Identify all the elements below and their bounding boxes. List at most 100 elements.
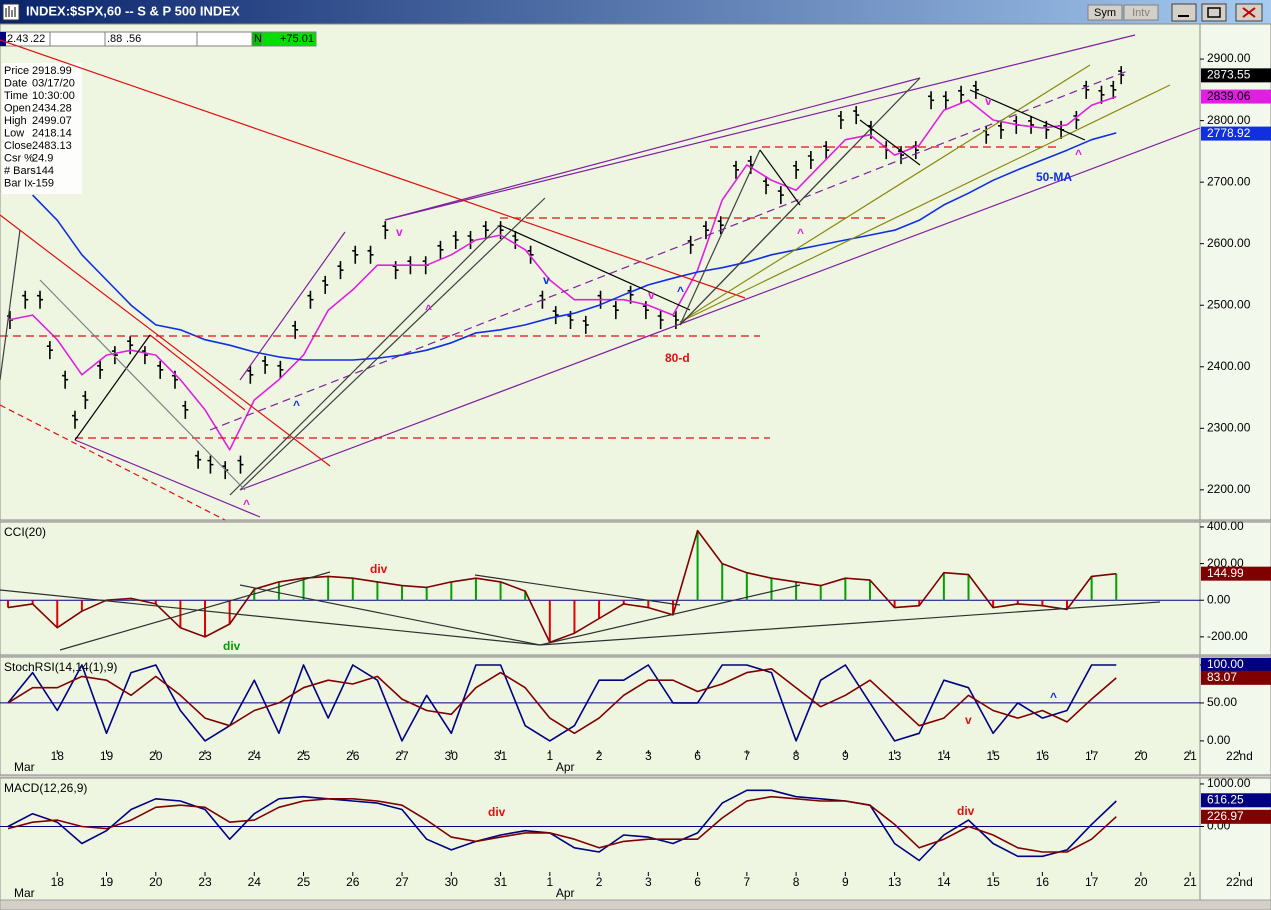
price-bar <box>527 245 534 264</box>
trend-line <box>539 584 801 646</box>
annotation: 80-d <box>665 351 690 365</box>
info-label: High <box>4 115 27 127</box>
last-value-label: 83.07 <box>1207 670 1237 684</box>
y-tick-label: 2400.00 <box>1207 359 1251 373</box>
trend-line <box>539 601 1161 646</box>
month-label: Mar <box>14 886 35 900</box>
intv-button-label[interactable]: Intv <box>1132 7 1150 19</box>
price-bar <box>1028 115 1035 134</box>
minimize-button[interactable] <box>1171 3 1197 22</box>
x-tick-label: 18 <box>51 749 65 763</box>
last-value-box <box>1201 793 1271 808</box>
intv-button[interactable] <box>1123 4 1159 21</box>
x-tick-label: 2 <box>596 875 603 889</box>
last-value-label: 144.99 <box>1207 566 1244 580</box>
x-tick-label: 20 <box>149 749 163 763</box>
annotation: v <box>965 713 972 727</box>
price-bar <box>352 245 359 264</box>
x-tick-label: 9 <box>842 875 849 889</box>
y-tick-label: 2600.00 <box>1207 236 1251 250</box>
month-label: Apr <box>556 886 575 900</box>
y-tick-label: 50.00 <box>1207 695 1237 709</box>
trend-line <box>209 69 1131 431</box>
price-bar <box>612 301 619 320</box>
x-tick-label: 20 <box>1134 875 1148 889</box>
last-value-label: 226.97 <box>1207 809 1244 823</box>
price-bar <box>71 410 78 429</box>
info-value: -144 <box>32 165 54 177</box>
x-tick-label: 20 <box>149 875 163 889</box>
series-line <box>7 789 1117 862</box>
x-tick-label: 13 <box>888 749 902 763</box>
y-tick-label: 2300.00 <box>1207 420 1251 434</box>
x-tick-label: 21 <box>1183 875 1197 889</box>
x-tick-label: 14 <box>937 749 951 763</box>
x-tick-label: 22nd <box>1226 749 1253 763</box>
last-value-label: 2839.06 <box>1207 89 1251 103</box>
price-bar <box>82 391 89 409</box>
price-bar <box>763 176 770 195</box>
series-line <box>32 132 1117 361</box>
trend-line <box>0 214 331 467</box>
sym-button[interactable] <box>1087 4 1123 21</box>
month-label: Apr <box>556 760 575 774</box>
annotation: div <box>370 562 388 576</box>
price-bar <box>482 221 489 240</box>
x-tick-label: 17 <box>1085 749 1099 763</box>
price-bar <box>292 320 299 339</box>
x-tick-label: 3 <box>645 749 652 763</box>
maximize-glyph <box>1207 7 1221 18</box>
annotation: ^ <box>243 497 250 511</box>
annotation: ^ <box>1050 690 1057 704</box>
price-trendlines <box>0 34 1201 521</box>
series-line <box>7 668 1117 735</box>
trend-line <box>859 119 921 166</box>
price-bar <box>337 261 344 280</box>
x-tick-label: 16 <box>1036 875 1050 889</box>
trend-line <box>679 149 761 326</box>
x-tick-label: 17 <box>1085 875 1099 889</box>
last-value-box <box>1201 89 1271 104</box>
month-label: Mar <box>14 760 35 774</box>
y-tick-label: 2900.00 <box>1207 51 1251 65</box>
last-value-box <box>1201 657 1271 672</box>
trend-line <box>239 231 346 381</box>
info-value: 2918.99 <box>32 65 72 77</box>
info-value: 2434.28 <box>32 102 72 114</box>
x-tick-label: 7 <box>743 875 750 889</box>
info-value: 2483.13 <box>32 140 72 152</box>
price-bar <box>182 400 189 419</box>
price-bar <box>823 141 830 160</box>
last-value-label: 100.00 <box>1207 657 1244 671</box>
x-tick-label: 3 <box>645 875 652 889</box>
info-label: Csr % <box>4 152 34 164</box>
info-label: Time <box>4 90 28 102</box>
series-line <box>7 795 1117 853</box>
info-background <box>2 63 82 194</box>
trend-line <box>59 571 331 651</box>
price-bar <box>512 231 519 249</box>
y-tick-label: -200.00 <box>1207 629 1248 643</box>
toolbar-value: .88 <box>107 33 122 45</box>
maximize-button[interactable] <box>1201 3 1227 22</box>
annotation: 50-MA <box>1036 170 1072 184</box>
x-tick-label: 6 <box>694 875 701 889</box>
app-icon <box>2 3 20 21</box>
scrollbar[interactable] <box>0 899 1271 910</box>
value-axis <box>1199 521 1271 656</box>
panel-title: CCI(20) <box>4 525 46 539</box>
trend-line <box>679 64 1091 323</box>
price-bar <box>942 91 949 110</box>
price-bar <box>702 221 709 240</box>
plot-area <box>0 23 1201 521</box>
y-tick-label: 2800.00 <box>1207 113 1251 127</box>
y-tick-label: 2200.00 <box>1207 482 1251 496</box>
sym-button-label[interactable]: Sym <box>1094 7 1116 19</box>
price-bar <box>437 240 444 259</box>
x-tick-label: 20 <box>1134 749 1148 763</box>
price-bar <box>1073 111 1080 129</box>
chart-panel: StochRSI(14,14(1),9)0.0050.00100.0018192… <box>0 656 1271 776</box>
trend-line <box>0 589 541 646</box>
